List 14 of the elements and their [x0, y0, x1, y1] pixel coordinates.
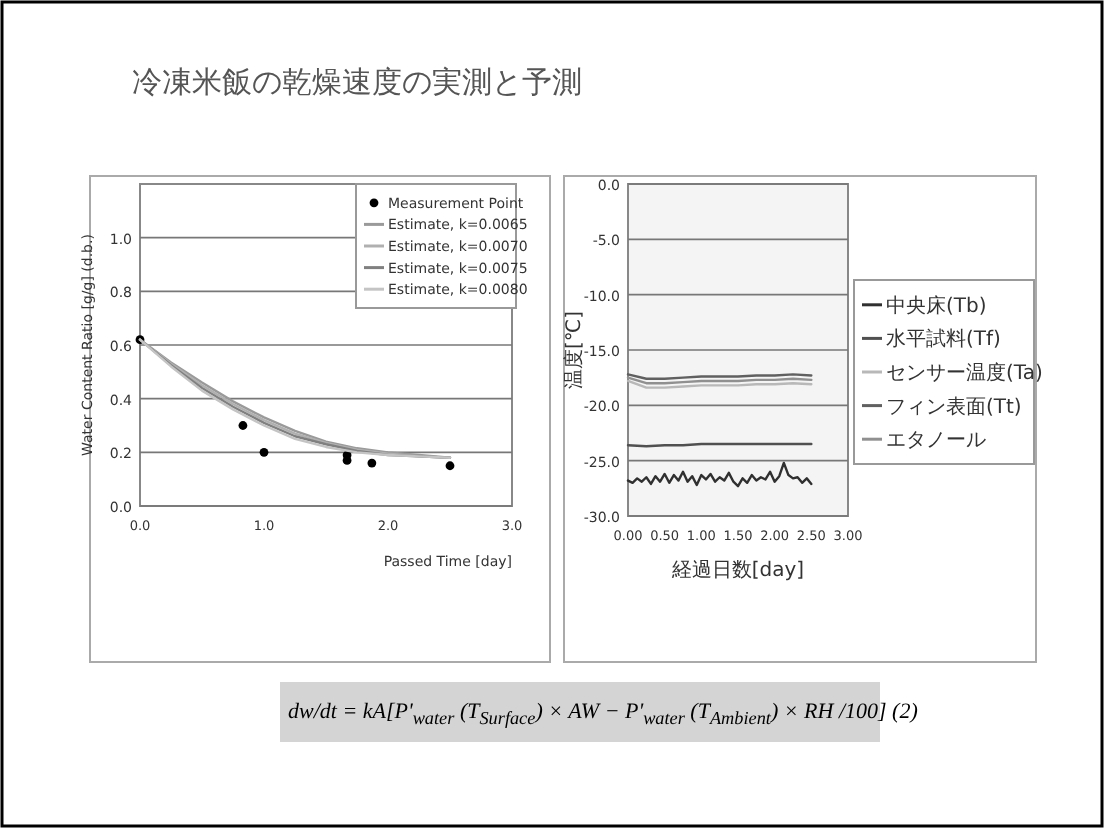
point — [445, 461, 455, 471]
x-axis-title: 経過日数[day] — [669, 560, 805, 582]
point — [259, 447, 269, 457]
legend-label: フィン表面(Tt) — [886, 394, 1022, 419]
legend-label: 水平試料(Tf) — [886, 327, 1002, 352]
legend-label: 中央床(Tb) — [886, 293, 987, 318]
text: dw/dt = kA[P'$_{water}$ (T$_{Surface}$) × AW − P'$_{water}$ (T$_{Ambient}$) × RH /100] (2) — [288, 700, 918, 729]
point — [238, 421, 248, 430]
legend-label: センサー温度(Ta) — [886, 361, 1043, 385]
line-series — [626, 461, 813, 488]
point — [367, 458, 377, 468]
legend-label: エタノール — [886, 430, 986, 453]
chart-title: 冷凍米飯の乾燥速度の実測と予測 — [132, 64, 582, 100]
y-axis-title: 温度[℃] — [562, 310, 586, 390]
